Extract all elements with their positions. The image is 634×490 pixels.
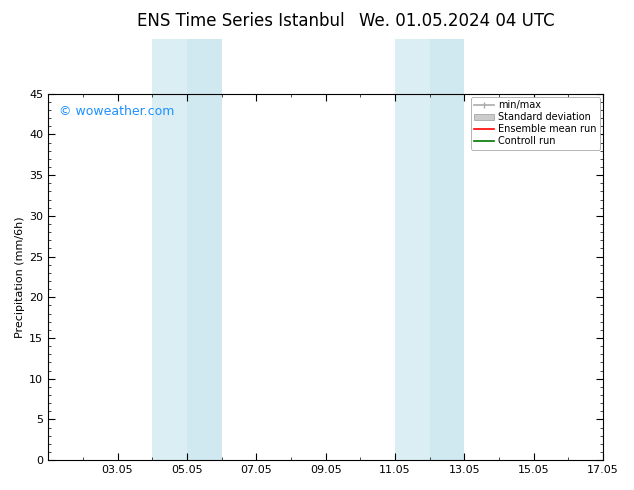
Bar [187,39,221,460]
Bar [430,39,464,460]
Bar [395,39,430,460]
Legend: min/max, Standard deviation, Ensemble mean run, Controll run: min/max, Standard deviation, Ensemble me… [470,97,600,150]
Text: We. 01.05.2024 04 UTC: We. 01.05.2024 04 UTC [359,12,554,30]
Bar [152,39,187,460]
Y-axis label: Precipitation (mm/6h): Precipitation (mm/6h) [15,216,25,338]
Text: ENS Time Series Istanbul: ENS Time Series Istanbul [137,12,345,30]
Text: © woweather.com: © woweather.com [59,105,174,118]
